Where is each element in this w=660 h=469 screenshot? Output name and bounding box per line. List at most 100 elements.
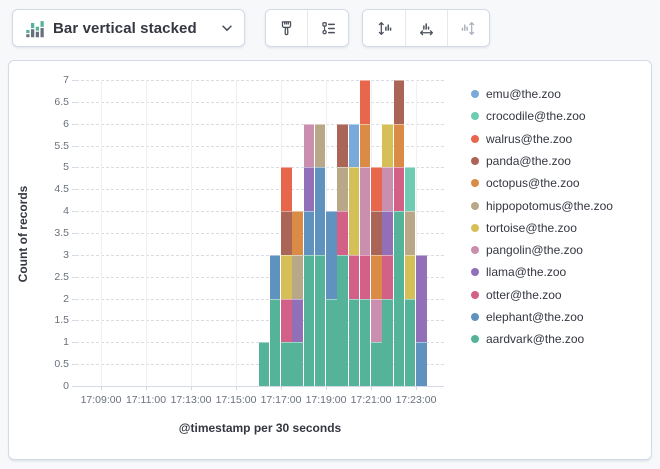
bar-segment[interactable] bbox=[348, 298, 359, 386]
bar-segment[interactable] bbox=[281, 167, 292, 212]
bar-segment[interactable] bbox=[314, 254, 326, 386]
bar-segment[interactable] bbox=[303, 211, 314, 255]
bottom-axis-button[interactable] bbox=[405, 10, 447, 46]
legend-item[interactable]: panda@the.zoo bbox=[465, 150, 649, 172]
bar-segment[interactable] bbox=[416, 342, 427, 386]
legend-item[interactable]: crocodile@the.zoo bbox=[465, 105, 649, 127]
y-axis-tick-mark bbox=[72, 167, 76, 169]
bar-segment[interactable] bbox=[303, 123, 314, 168]
chart-type-selector-button[interactable]: Bar vertical stacked bbox=[12, 9, 245, 47]
legend-item[interactable]: octopus@the.zoo bbox=[465, 172, 649, 194]
legend-item[interactable]: aardvark@the.zoo bbox=[465, 328, 649, 350]
bar-segment[interactable] bbox=[382, 211, 393, 255]
legend-label: otter@the.zoo bbox=[486, 287, 562, 302]
bar-segment[interactable] bbox=[393, 211, 404, 386]
bar-segment[interactable] bbox=[359, 80, 371, 124]
bar-segment[interactable] bbox=[269, 298, 281, 386]
chart-panel: Count of records @timestamp per 30 secon… bbox=[8, 60, 652, 460]
legend-item[interactable]: walrus@the.zoo bbox=[465, 128, 649, 150]
left-axis-button[interactable] bbox=[363, 10, 405, 46]
bar-segment[interactable] bbox=[348, 167, 359, 255]
bar-segment[interactable] bbox=[314, 123, 326, 168]
bar-segment[interactable] bbox=[359, 254, 371, 299]
bar-segment[interactable] bbox=[371, 254, 382, 299]
legend-item[interactable]: llama@the.zoo bbox=[465, 261, 649, 283]
y-axis-tick-label: 4 bbox=[63, 205, 69, 218]
bar-segment[interactable] bbox=[371, 167, 382, 212]
y-gridline bbox=[76, 276, 444, 278]
bar-segment[interactable] bbox=[326, 298, 337, 386]
bar-segment[interactable] bbox=[281, 342, 292, 386]
y-gridline bbox=[76, 145, 444, 147]
legend-item[interactable]: hippopotomus@the.zoo bbox=[465, 195, 649, 217]
y-gridline bbox=[76, 101, 444, 103]
bar-segment[interactable] bbox=[292, 211, 303, 255]
bar-segment[interactable] bbox=[359, 123, 371, 168]
bar-segment[interactable] bbox=[382, 254, 393, 299]
bar-segment[interactable] bbox=[303, 254, 314, 386]
bar-segment[interactable] bbox=[348, 254, 359, 299]
x-axis-tick-label: 17:13:00 bbox=[170, 394, 212, 406]
bar-segment[interactable] bbox=[382, 123, 393, 168]
right-axis-button[interactable] bbox=[447, 10, 489, 46]
bar-segment[interactable] bbox=[416, 254, 427, 343]
bar-segment[interactable] bbox=[292, 342, 303, 386]
bar-segment[interactable] bbox=[404, 167, 416, 212]
y-axis-tick-label: 3 bbox=[63, 248, 69, 261]
y-axis-tick-label: 0.5 bbox=[54, 358, 69, 371]
visual-options-button[interactable] bbox=[266, 10, 307, 46]
bar-segment[interactable] bbox=[337, 254, 348, 386]
bar-segment[interactable] bbox=[371, 298, 382, 343]
x-axis-tick-mark bbox=[281, 386, 282, 390]
x-gridline bbox=[191, 80, 192, 386]
y-axis-tick-mark bbox=[72, 189, 76, 191]
bar-segment[interactable] bbox=[359, 167, 371, 255]
bar-segment[interactable] bbox=[393, 123, 404, 168]
bar-segment[interactable] bbox=[337, 123, 348, 168]
legend-item[interactable]: emu@the.zoo bbox=[465, 83, 649, 105]
legend-label: emu@the.zoo bbox=[486, 87, 561, 101]
bar-segment[interactable] bbox=[281, 254, 292, 299]
bar-segment[interactable] bbox=[404, 298, 416, 386]
legend-settings-button[interactable] bbox=[307, 10, 348, 46]
bar-segment[interactable] bbox=[393, 167, 404, 212]
bar-segment[interactable] bbox=[326, 211, 337, 299]
y-gridline bbox=[76, 298, 444, 300]
y-axis-tick-mark bbox=[72, 123, 76, 125]
bar-segment[interactable] bbox=[337, 167, 348, 212]
bar-segment[interactable] bbox=[371, 211, 382, 255]
legend-label: llama@the.zoo bbox=[486, 265, 567, 280]
bar-segment[interactable] bbox=[258, 342, 269, 386]
bar-segment[interactable] bbox=[337, 211, 348, 255]
legend-item[interactable]: pangolin@the.zoo bbox=[465, 239, 649, 261]
bar-segment[interactable] bbox=[404, 254, 416, 299]
legend-item[interactable]: elephant@the.zoo bbox=[465, 306, 649, 328]
legend-label: walrus@the.zoo bbox=[486, 131, 573, 146]
bar-segment[interactable] bbox=[371, 342, 382, 386]
legend-swatch bbox=[471, 290, 479, 299]
bar-segment[interactable] bbox=[292, 298, 303, 343]
bar-segment[interactable] bbox=[348, 123, 359, 168]
legend-item[interactable]: otter@the.zoo bbox=[465, 284, 649, 306]
bar-segment[interactable] bbox=[269, 254, 281, 299]
x-axis-tick-label: 17:21:00 bbox=[350, 394, 392, 406]
bar-segment[interactable] bbox=[404, 211, 416, 255]
y-gridline bbox=[76, 254, 444, 256]
y-axis-tick-mark bbox=[72, 101, 76, 103]
legend-swatch bbox=[471, 268, 479, 277]
bar-segment[interactable] bbox=[281, 298, 292, 343]
bar-segment[interactable] bbox=[393, 80, 404, 124]
y-axis-tick-label: 1 bbox=[63, 336, 69, 349]
bar-segment[interactable] bbox=[382, 298, 393, 386]
bar-segment[interactable] bbox=[281, 211, 292, 255]
legend-item[interactable]: tortoise@the.zoo bbox=[465, 217, 649, 239]
bar-segment[interactable] bbox=[303, 167, 314, 212]
x-axis-tick-mark bbox=[101, 386, 102, 390]
left-axis-icon bbox=[376, 20, 393, 37]
bar-segment[interactable] bbox=[382, 167, 393, 212]
bar-segment[interactable] bbox=[359, 298, 371, 386]
x-axis-tick-label: 17:23:00 bbox=[395, 394, 437, 406]
legend-swatch bbox=[471, 90, 479, 98]
bar-segment[interactable] bbox=[314, 167, 326, 255]
bar-segment[interactable] bbox=[292, 254, 303, 299]
